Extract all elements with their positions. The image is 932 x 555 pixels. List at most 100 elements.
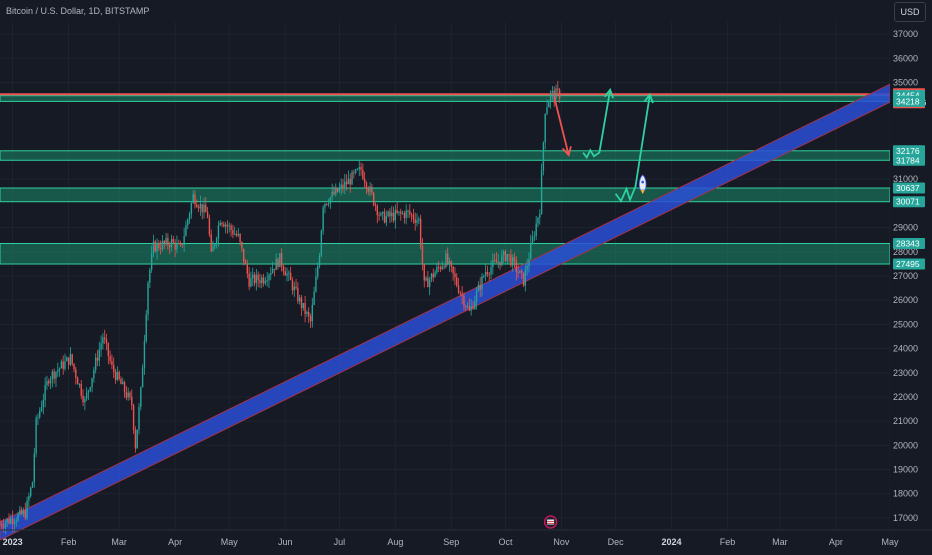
candle xyxy=(344,173,346,195)
candle xyxy=(20,506,23,516)
candle xyxy=(271,261,274,274)
rocket-flame xyxy=(640,190,645,195)
candle-body xyxy=(448,261,451,264)
candle-body xyxy=(418,218,420,221)
candle xyxy=(306,310,308,317)
candle xyxy=(475,286,478,310)
candle xyxy=(320,229,323,258)
candle xyxy=(246,259,249,279)
candle xyxy=(159,240,162,255)
candle xyxy=(531,230,534,245)
candle xyxy=(67,357,70,370)
candle-body xyxy=(120,378,122,385)
candle-body xyxy=(93,369,95,379)
candle-body xyxy=(423,264,425,281)
candle xyxy=(336,187,339,193)
candle-body xyxy=(170,239,173,248)
candle-body xyxy=(140,387,142,407)
candle-body xyxy=(358,167,360,170)
candle xyxy=(289,266,292,281)
candle-body xyxy=(80,383,82,396)
candle xyxy=(324,202,326,214)
candle-body xyxy=(53,371,55,379)
candle xyxy=(113,357,115,379)
candle-body xyxy=(515,261,518,273)
candle xyxy=(470,299,472,316)
candle xyxy=(217,220,220,247)
candle xyxy=(192,190,194,204)
candle xyxy=(134,426,137,453)
candle-body xyxy=(129,392,131,397)
candle-body xyxy=(437,266,440,268)
candle xyxy=(69,347,72,367)
candle xyxy=(517,263,519,278)
candle xyxy=(93,366,95,383)
candle xyxy=(277,257,279,270)
candle-body xyxy=(214,244,216,247)
candle xyxy=(380,211,382,217)
candle xyxy=(98,341,100,367)
candle xyxy=(143,334,146,375)
candle xyxy=(172,235,175,243)
candle xyxy=(141,364,144,388)
candle-body xyxy=(264,281,267,284)
candle-body xyxy=(158,243,160,249)
candle-body xyxy=(215,238,218,245)
candle xyxy=(445,249,447,269)
candle-body xyxy=(105,339,108,344)
candle-body xyxy=(365,182,368,189)
candle-body xyxy=(492,260,494,268)
candle xyxy=(210,229,212,253)
candle-body xyxy=(55,371,57,379)
candle xyxy=(354,168,357,175)
candle-body xyxy=(176,243,178,250)
candle-body xyxy=(499,261,501,266)
candle-body xyxy=(486,272,489,275)
candle-body xyxy=(199,203,202,209)
chart-title: Bitcoin / U.S. Dollar, 1D, BITSTAMP xyxy=(6,6,150,16)
candle xyxy=(136,429,138,449)
candle xyxy=(295,279,297,290)
candle-body xyxy=(284,271,286,276)
candle-body xyxy=(306,312,308,315)
candle xyxy=(15,517,17,527)
candle-body xyxy=(122,382,124,385)
candle-body xyxy=(326,203,328,205)
candle-body xyxy=(481,276,483,290)
candle xyxy=(75,366,77,385)
candle-body xyxy=(113,364,115,372)
candle xyxy=(479,277,481,298)
candle xyxy=(214,243,216,250)
candle-body xyxy=(275,258,277,270)
zone-price-label: 31784 xyxy=(893,154,925,166)
candle-body xyxy=(84,398,86,403)
candle-body xyxy=(369,186,371,192)
candle xyxy=(367,186,369,196)
currency-selector[interactable]: USD xyxy=(894,2,926,22)
candle-body xyxy=(495,260,498,263)
candle xyxy=(89,386,91,393)
candle xyxy=(436,262,438,275)
candle-body xyxy=(354,169,357,173)
candle-body xyxy=(159,248,162,250)
candle-body xyxy=(131,396,133,406)
price-tick-label: 18000 xyxy=(893,489,918,499)
candle xyxy=(298,294,301,305)
candle xyxy=(457,278,460,295)
candle xyxy=(66,356,68,362)
candle-body xyxy=(363,178,366,183)
candle-body xyxy=(410,214,413,216)
candle xyxy=(326,203,328,206)
candle-body xyxy=(558,89,561,99)
candle-body xyxy=(20,509,23,515)
candle xyxy=(555,84,557,100)
candle xyxy=(504,249,507,263)
candle-body xyxy=(94,357,97,370)
candle xyxy=(443,264,445,270)
price-label-text: 34454 xyxy=(896,91,920,101)
candle-body xyxy=(188,213,191,220)
candle-body xyxy=(154,241,156,252)
candle-body xyxy=(143,340,146,368)
